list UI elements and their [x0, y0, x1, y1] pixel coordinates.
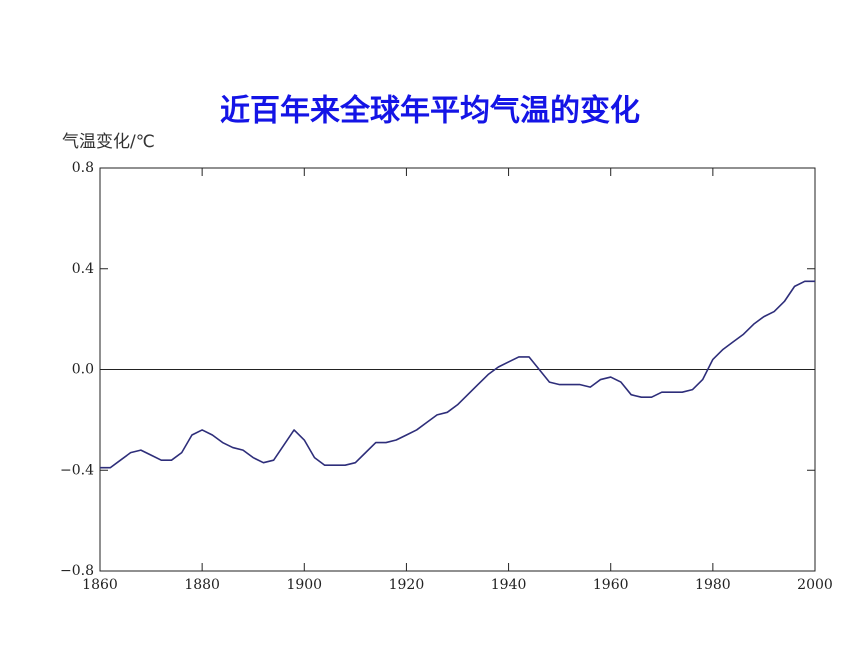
x-tick-label: 1860 [82, 577, 118, 593]
y-axis-label: 气温变化/℃ [62, 132, 155, 152]
x-tick-label: 2000 [797, 577, 833, 593]
y-tick-label: −0.8 [60, 563, 94, 579]
x-tick-label: 1900 [286, 577, 322, 593]
y-tick-label: 0.0 [72, 362, 94, 378]
x-tick-label: 1940 [491, 577, 527, 593]
x-tick-label: 1920 [389, 577, 425, 593]
x-tick-label: 1960 [593, 577, 629, 593]
y-tick-label: 0.8 [72, 160, 94, 176]
x-tick-label: 1880 [184, 577, 220, 593]
y-tick-label: 0.4 [72, 261, 94, 277]
chart-title: 近百年来全球年平均气温的变化 [220, 94, 640, 129]
y-tick-label: −0.4 [60, 462, 94, 478]
x-tick-label: 1980 [695, 577, 731, 593]
temperature-line [100, 280, 815, 469]
